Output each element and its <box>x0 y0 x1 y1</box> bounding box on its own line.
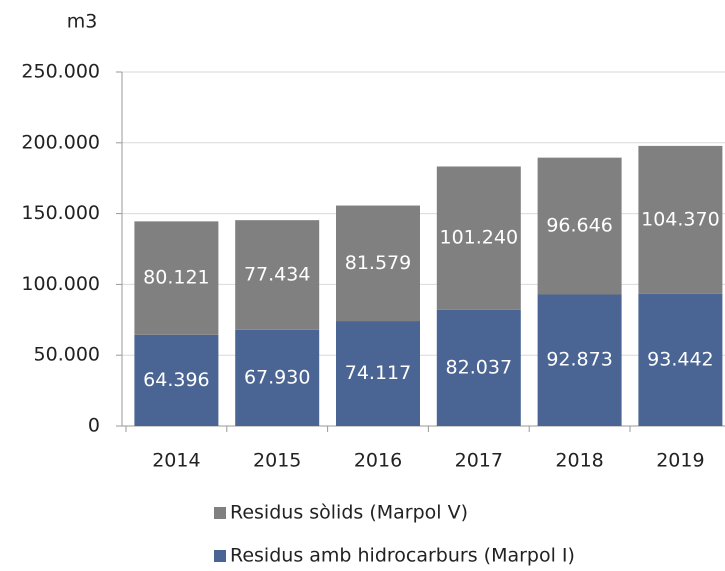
bar-segment <box>235 220 320 330</box>
data-label: 93.442 <box>647 348 713 370</box>
y-tick-label: 100.000 <box>21 273 100 295</box>
data-label: 92.873 <box>546 349 612 371</box>
bar-segment <box>436 166 521 310</box>
x-tick-label: 2016 <box>354 450 402 472</box>
data-label: 81.579 <box>345 252 411 274</box>
y-axis-label: m3 <box>67 11 98 33</box>
x-tick-label: 2019 <box>656 450 704 472</box>
x-tick-label: 2015 <box>253 450 301 472</box>
bar-segment <box>436 309 521 426</box>
bar-segment <box>537 157 622 295</box>
y-tick-label: 50.000 <box>34 344 100 366</box>
data-label: 101.240 <box>440 227 519 249</box>
bar-segment <box>134 334 219 426</box>
data-label: 80.121 <box>143 267 209 289</box>
x-tick-label: 2018 <box>555 450 603 472</box>
bar-segment <box>336 321 420 426</box>
data-label: 77.434 <box>244 263 310 285</box>
legend-label: Residus sòlids (Marpol V) <box>230 502 468 524</box>
bar-segment <box>235 329 320 426</box>
y-tick-label: 200.000 <box>21 131 100 153</box>
y-tick-label: 250.000 <box>21 61 100 83</box>
legend-swatch <box>214 550 226 562</box>
bar-segment <box>134 221 219 335</box>
legend-swatch <box>214 507 226 519</box>
bar-segment <box>638 145 723 294</box>
bar-segment <box>537 294 622 426</box>
data-label: 67.930 <box>244 366 310 388</box>
bar-segment <box>638 293 723 426</box>
data-label: 74.117 <box>345 362 411 384</box>
x-tick-label: 2017 <box>455 450 503 472</box>
legend-label: Residus amb hidrocarburs (Marpol I) <box>230 545 575 567</box>
y-tick-label: 150.000 <box>21 202 100 224</box>
data-label: 104.370 <box>641 208 720 230</box>
bar-segment <box>336 205 420 322</box>
data-label: 82.037 <box>446 356 512 378</box>
x-tick-label: 2014 <box>152 450 200 472</box>
data-label: 96.646 <box>546 215 612 237</box>
data-label: 64.396 <box>143 369 209 391</box>
y-tick-label: 0 <box>88 415 100 437</box>
